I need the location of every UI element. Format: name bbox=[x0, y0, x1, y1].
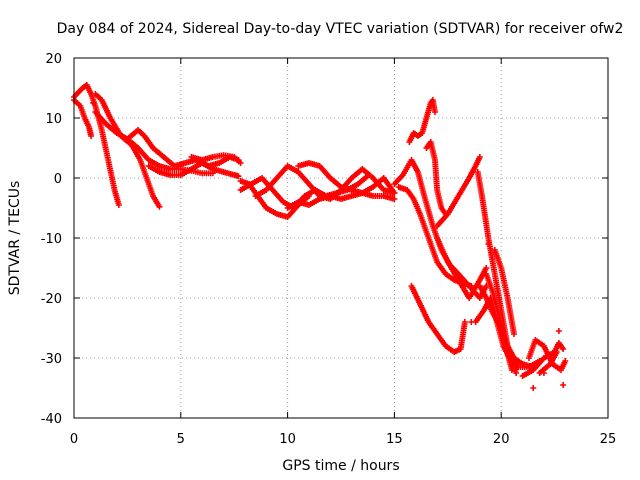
series-arc-25 bbox=[519, 340, 567, 379]
data-point bbox=[555, 328, 562, 334]
data-points bbox=[71, 82, 569, 391]
series-arc-15 bbox=[406, 97, 438, 145]
data-point bbox=[540, 370, 547, 376]
data-point bbox=[476, 154, 483, 160]
series-arc-7 bbox=[188, 152, 244, 166]
grid bbox=[74, 58, 608, 418]
data-point bbox=[483, 265, 490, 271]
series-arc-19 bbox=[408, 283, 468, 355]
data-point bbox=[391, 196, 398, 202]
y-tick-label: 0 bbox=[54, 172, 62, 187]
x-tick-label: 20 bbox=[493, 432, 510, 447]
y-tick-label: -20 bbox=[41, 292, 62, 307]
x-axis-label: GPS time / hours bbox=[282, 458, 399, 474]
x-tick-label: 10 bbox=[279, 432, 296, 447]
x-tick-label: 5 bbox=[177, 432, 185, 447]
x-axis: 0 5 10 15 20 25 bbox=[70, 58, 616, 447]
y-tick-label: -30 bbox=[41, 352, 62, 367]
x-tick-label: 15 bbox=[386, 432, 403, 447]
data-point bbox=[562, 358, 569, 364]
x-tick-label: 25 bbox=[600, 432, 617, 447]
data-point bbox=[513, 370, 520, 376]
data-point bbox=[461, 319, 468, 325]
y-tick-label: 10 bbox=[45, 112, 62, 127]
series-arc-17 bbox=[434, 154, 483, 229]
series-arc-26 bbox=[525, 337, 569, 373]
data-point bbox=[235, 173, 242, 180]
y-axis-label: SDTVAR / TECUs bbox=[7, 181, 23, 296]
y-axis: -40 -30 -20 -10 0 10 20 bbox=[41, 52, 608, 427]
data-point bbox=[468, 319, 475, 325]
series-isolated bbox=[90, 100, 567, 391]
series-arc-3 bbox=[92, 91, 163, 210]
data-point bbox=[88, 133, 95, 139]
data-point bbox=[156, 203, 163, 210]
series-arc-24 bbox=[474, 169, 520, 376]
y-tick-label: -40 bbox=[41, 412, 62, 427]
data-point bbox=[560, 382, 567, 388]
data-point bbox=[90, 100, 97, 106]
data-point bbox=[485, 241, 492, 247]
series-arc-6 bbox=[145, 160, 242, 180]
x-tick-label: 0 bbox=[70, 432, 78, 447]
data-point bbox=[237, 160, 244, 166]
data-point bbox=[553, 349, 560, 355]
series-arc-23 bbox=[491, 247, 518, 337]
data-point bbox=[468, 283, 475, 289]
data-point bbox=[431, 109, 438, 115]
data-point bbox=[511, 331, 518, 337]
chart-title: Day 084 of 2024, Sidereal Day-to-day VTE… bbox=[57, 21, 624, 37]
y-tick-label: -10 bbox=[41, 232, 62, 247]
data-point bbox=[530, 385, 537, 391]
series-arc-13 bbox=[391, 157, 490, 301]
data-point bbox=[560, 346, 567, 352]
series-arc-2 bbox=[71, 97, 95, 139]
data-point bbox=[115, 202, 122, 208]
series-arc-1 bbox=[71, 82, 122, 208]
series-arc-12 bbox=[295, 160, 398, 196]
y-tick-label: 20 bbox=[45, 52, 62, 67]
series-arc-27 bbox=[536, 349, 560, 376]
data-point bbox=[391, 190, 398, 196]
